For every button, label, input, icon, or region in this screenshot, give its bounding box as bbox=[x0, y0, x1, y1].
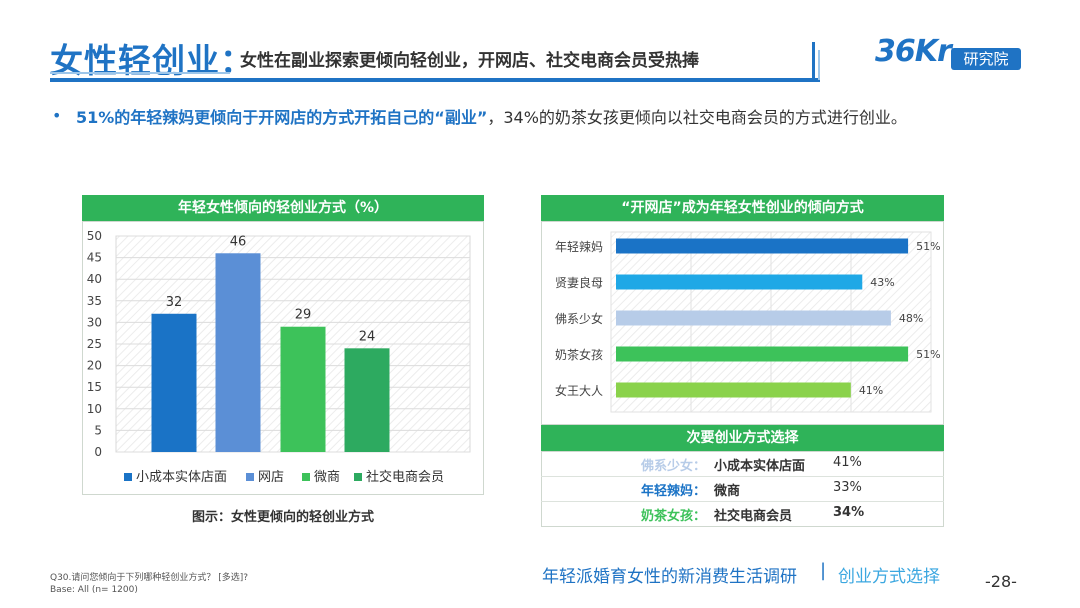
category-label: 贤妻良母 bbox=[555, 275, 603, 290]
bar-value-label: 29 bbox=[295, 308, 312, 323]
y-tick-label: 35 bbox=[87, 294, 102, 308]
bar-value-label: 41% bbox=[859, 384, 883, 397]
category-label: 佛系少女 bbox=[555, 311, 603, 326]
legend-item: 社交电商会员 bbox=[354, 469, 444, 485]
y-tick-label: 20 bbox=[87, 359, 102, 373]
legend-item: 小成本实体店面 bbox=[124, 470, 227, 485]
bar-value-label: 43% bbox=[870, 276, 894, 289]
title-end-bar bbox=[812, 42, 815, 80]
category-label: 年轻辣妈 bbox=[555, 240, 603, 254]
y-tick-label: 0 bbox=[94, 445, 102, 459]
row-value: 34% bbox=[833, 505, 865, 520]
legend-swatch bbox=[354, 473, 362, 481]
legend-label: 微商 bbox=[314, 470, 340, 485]
table-row: 年轻辣妈： 微商 33% bbox=[541, 476, 944, 502]
category-label: 女王大人 bbox=[555, 383, 603, 398]
secondary-table: 佛系少女： 小成本实体店面 41% 年轻辣妈： 微商 33% 奶茶女孩： 社交电商会员 34% bbox=[541, 451, 944, 526]
legend-label: 社交电商会员 bbox=[366, 469, 444, 485]
table-row: 奶茶女孩： 社交电商会员 34% bbox=[541, 501, 944, 526]
bar bbox=[344, 348, 390, 452]
row-group: 佛系少女： bbox=[640, 459, 706, 474]
y-tick-label: 30 bbox=[87, 315, 102, 329]
footer-separator: | bbox=[820, 560, 827, 581]
footer-section-name: 创业方式选择 bbox=[838, 567, 940, 587]
secondary-title: 次要创业方式选择 bbox=[541, 425, 944, 451]
y-tick-label: 25 bbox=[87, 337, 102, 351]
table-row: 佛系少女： 小成本实体店面 41% bbox=[541, 451, 944, 477]
bar-value-label: 51% bbox=[916, 240, 940, 253]
footer-report-title: 年轻派婚育女性的新消费生活调研 bbox=[542, 567, 797, 587]
row-group: 奶茶女孩： bbox=[640, 509, 706, 524]
bar bbox=[215, 253, 261, 452]
legend-item: 微商 bbox=[302, 470, 340, 485]
row-value: 33% bbox=[833, 480, 862, 495]
row-mode: 小成本实体店面 bbox=[714, 459, 806, 474]
logo-wordmark: 36Kr bbox=[875, 34, 952, 69]
bar-value-label: 24 bbox=[359, 329, 376, 344]
bar bbox=[151, 313, 197, 452]
row-group: 年轻辣妈： bbox=[640, 484, 706, 499]
y-tick-label: 10 bbox=[87, 402, 102, 416]
legend-swatch bbox=[302, 473, 310, 481]
y-tick-label: 45 bbox=[87, 251, 102, 265]
legend-item: 网店 bbox=[246, 470, 284, 485]
legend-label: 小成本实体店面 bbox=[136, 470, 227, 485]
left-chart-title: 年轻女性倾向的轻创业方式（%） bbox=[82, 195, 484, 221]
title-underline bbox=[50, 78, 820, 82]
bar-value-label: 51% bbox=[916, 348, 940, 361]
key-finding: 51%的年轻辣妈更倾向于开网店的方式开拓自己的“副业”，34%的奶茶女孩更倾向以… bbox=[76, 104, 907, 128]
page-number: -28- bbox=[985, 572, 1017, 591]
row-mode: 社交电商会员 bbox=[714, 509, 793, 524]
footnote-base: Base: All (n= 1200) bbox=[50, 585, 138, 595]
bar bbox=[616, 310, 891, 326]
category-label: 奶茶女孩 bbox=[555, 347, 603, 362]
title-accent-line bbox=[50, 72, 230, 74]
page-title: 女性轻创业： bbox=[50, 41, 254, 80]
page-subtitle: 女性在副业探索更倾向轻创业，开网店、社交电商会员受热捧 bbox=[240, 51, 699, 71]
secondary-frame bbox=[541, 451, 944, 527]
bar bbox=[616, 238, 909, 254]
footnote: Q30.请问您倾向于下列哪种轻创业方式？ [多选]? Base: All (n=… bbox=[50, 572, 248, 596]
y-tick-label: 50 bbox=[87, 229, 102, 243]
key-finding-highlight: 51%的年轻辣妈更倾向于开网店的方式开拓自己的“副业” bbox=[76, 108, 488, 127]
logo-tag: 研究院 bbox=[951, 48, 1021, 70]
left-chart-caption: 图示：女性更倾向的轻创业方式 bbox=[191, 510, 374, 525]
key-finding-rest: ，34%的奶茶女孩更倾向以社交电商会员的方式进行创业。 bbox=[487, 108, 907, 127]
y-tick-label: 15 bbox=[87, 380, 102, 394]
legend-label: 网店 bbox=[258, 470, 284, 485]
left-bar-chart: 0 5 10 15 20 25 30 35 40 45 50 32 46 29 24 小成本实体店面 网店 微商 社… bbox=[87, 229, 471, 485]
bar bbox=[616, 274, 863, 290]
right-chart-title: “开网店”成为年轻女性创业的倾向方式 bbox=[541, 195, 944, 221]
bar-value-label: 48% bbox=[899, 312, 923, 325]
bar-value-label: 32 bbox=[166, 295, 183, 310]
legend-swatch bbox=[246, 473, 254, 481]
right-hbar-chart: 年轻辣妈 51% 贤妻良母 43% 佛系少女 48% 奶茶女孩 51% 女王大人 41% bbox=[555, 231, 941, 413]
row-value: 41% bbox=[833, 455, 862, 470]
bar bbox=[616, 382, 851, 398]
bar bbox=[616, 346, 909, 362]
title-end-bar-light bbox=[818, 50, 820, 80]
footnote-question: Q30.请问您倾向于下列哪种轻创业方式？ [多选]? bbox=[50, 573, 249, 583]
y-tick-label: 40 bbox=[87, 272, 102, 286]
bullet-dot: • bbox=[52, 106, 62, 125]
y-tick-label: 5 bbox=[94, 423, 102, 437]
row-mode: 微商 bbox=[714, 484, 741, 499]
bar-value-label: 46 bbox=[230, 234, 247, 249]
legend-swatch bbox=[124, 473, 132, 481]
brand-logo: 36Kr 研究院 bbox=[875, 30, 1025, 80]
bar bbox=[280, 326, 326, 452]
